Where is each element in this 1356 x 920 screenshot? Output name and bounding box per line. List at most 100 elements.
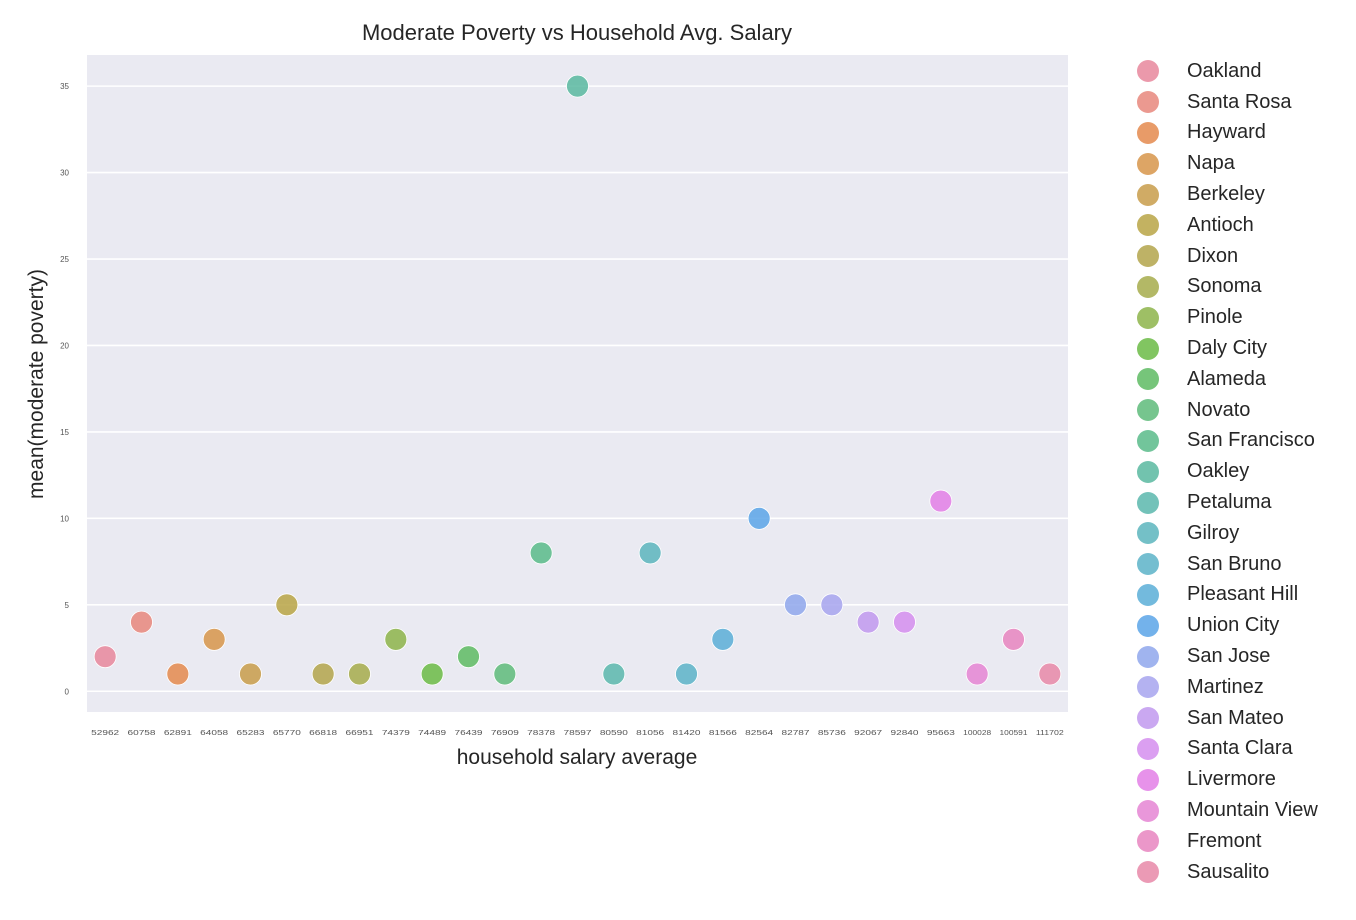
legend-label: Union City (1187, 614, 1280, 637)
legend-label: San Bruno (1187, 552, 1282, 575)
x-tick-label: 81056 (636, 728, 664, 737)
legend-item: Oakley (1130, 456, 1350, 487)
legend-item: Martinez (1130, 672, 1350, 703)
legend-marker (1137, 460, 1159, 483)
data-point (893, 610, 916, 634)
legend-label: Livermore (1187, 768, 1276, 791)
data-point (202, 627, 226, 651)
x-tick-label: 66951 (346, 728, 374, 737)
y-tick-label: 25 (60, 255, 69, 264)
x-tick-label: 92067 (854, 728, 882, 737)
data-point (93, 645, 117, 669)
data-point (675, 662, 698, 686)
legend-label: Oakland (1187, 59, 1262, 82)
data-point (1002, 627, 1025, 651)
x-tick-label: 76439 (455, 728, 483, 737)
legend-label: Napa (1187, 152, 1235, 175)
legend-item: San Mateo (1130, 703, 1350, 734)
y-tick-label: 20 (60, 341, 69, 350)
legend-label: San Jose (1187, 645, 1271, 668)
data-point (130, 610, 153, 634)
data-point (747, 506, 771, 530)
data-point (820, 593, 844, 617)
legend-marker (1137, 676, 1159, 699)
legend-marker (1137, 429, 1159, 452)
legend-marker (1137, 522, 1159, 545)
y-tick-label: 0 (65, 687, 70, 696)
legend-label: Antioch (1187, 213, 1254, 236)
data-point (166, 662, 190, 686)
legend-item: Pinole (1130, 302, 1350, 333)
legend-item: Santa Clara (1130, 734, 1350, 765)
chart-title: Moderate Poverty vs Household Avg. Salar… (362, 20, 792, 45)
x-axis-label: household salary average (457, 746, 698, 769)
x-tick-label: 65283 (237, 728, 265, 737)
legend-label: Oakley (1187, 460, 1250, 483)
x-tick-label: 64058 (200, 728, 228, 737)
x-tick-label: 60758 (128, 728, 156, 737)
data-points (93, 74, 1062, 686)
legend-item: Sausalito (1130, 857, 1350, 888)
x-tick-label: 52962 (91, 728, 119, 737)
legend-label: Santa Rosa (1187, 90, 1292, 113)
legend-label: Berkeley (1187, 183, 1265, 206)
legend-marker (1137, 399, 1159, 422)
y-tick-label: 30 (60, 169, 69, 178)
x-tick-label: 100591 (1000, 728, 1028, 737)
legend-label: Santa Clara (1187, 737, 1293, 760)
data-point (311, 662, 335, 686)
x-tick-label: 76909 (491, 728, 519, 737)
legend-marker (1137, 553, 1159, 576)
legend-label: Hayward (1187, 121, 1266, 144)
legend-marker (1137, 152, 1159, 175)
legend-item: Napa (1130, 148, 1350, 179)
data-point (275, 593, 299, 617)
x-tick-label: 65770 (273, 728, 301, 737)
legend-item: Hayward (1130, 118, 1350, 149)
legend-item: Berkeley (1130, 179, 1350, 210)
data-point (457, 645, 480, 669)
data-point (566, 74, 589, 98)
legend: Oakland Santa Rosa Hayward Napa Berkeley Anti… (1130, 56, 1350, 888)
legend-item: San Jose (1130, 641, 1350, 672)
data-point (929, 489, 953, 513)
legend-marker (1137, 183, 1159, 206)
legend-label: Pinole (1187, 306, 1243, 329)
x-tick-label: 74489 (418, 728, 446, 737)
legend-item: Antioch (1130, 210, 1350, 241)
y-tick-label: 35 (60, 82, 69, 91)
legend-label: San Mateo (1187, 706, 1284, 729)
legend-marker (1137, 645, 1159, 668)
legend-label: Mountain View (1187, 799, 1318, 822)
x-tick-label: 100028 (963, 728, 991, 737)
legend-marker (1137, 306, 1159, 329)
legend-label: Daly City (1187, 337, 1268, 360)
legend-item: Petaluma (1130, 487, 1350, 518)
x-tick-label: 74379 (382, 728, 410, 737)
legend-item: Union City (1130, 610, 1350, 641)
x-tick-label: 78597 (564, 728, 592, 737)
y-tick-labels: 0 5 10 15 20 25 30 35 (60, 82, 69, 696)
legend-item: Pleasant Hill (1130, 580, 1350, 611)
legend-item: Alameda (1130, 364, 1350, 395)
x-tick-label: 111702 (1036, 728, 1064, 737)
x-tick-label: 82787 (782, 728, 810, 737)
legend-marker (1137, 368, 1159, 391)
legend-marker (1137, 614, 1159, 637)
legend-marker (1137, 91, 1159, 114)
legend-marker (1137, 861, 1159, 884)
legend-item: Santa Rosa (1130, 87, 1350, 118)
legend-item: Novato (1130, 395, 1350, 426)
legend-item: San Francisco (1130, 426, 1350, 457)
x-tick-label: 78378 (527, 728, 555, 737)
y-tick-label: 15 (60, 428, 69, 437)
legend-marker (1137, 830, 1159, 853)
legend-marker (1137, 491, 1159, 514)
y-tick-label: 10 (60, 514, 69, 523)
legend-label: Gilroy (1187, 521, 1240, 544)
legend-item: Daly City (1130, 333, 1350, 364)
legend-marker (1137, 337, 1159, 360)
x-tick-label: 80590 (600, 728, 628, 737)
legend-label: Sonoma (1187, 275, 1262, 298)
